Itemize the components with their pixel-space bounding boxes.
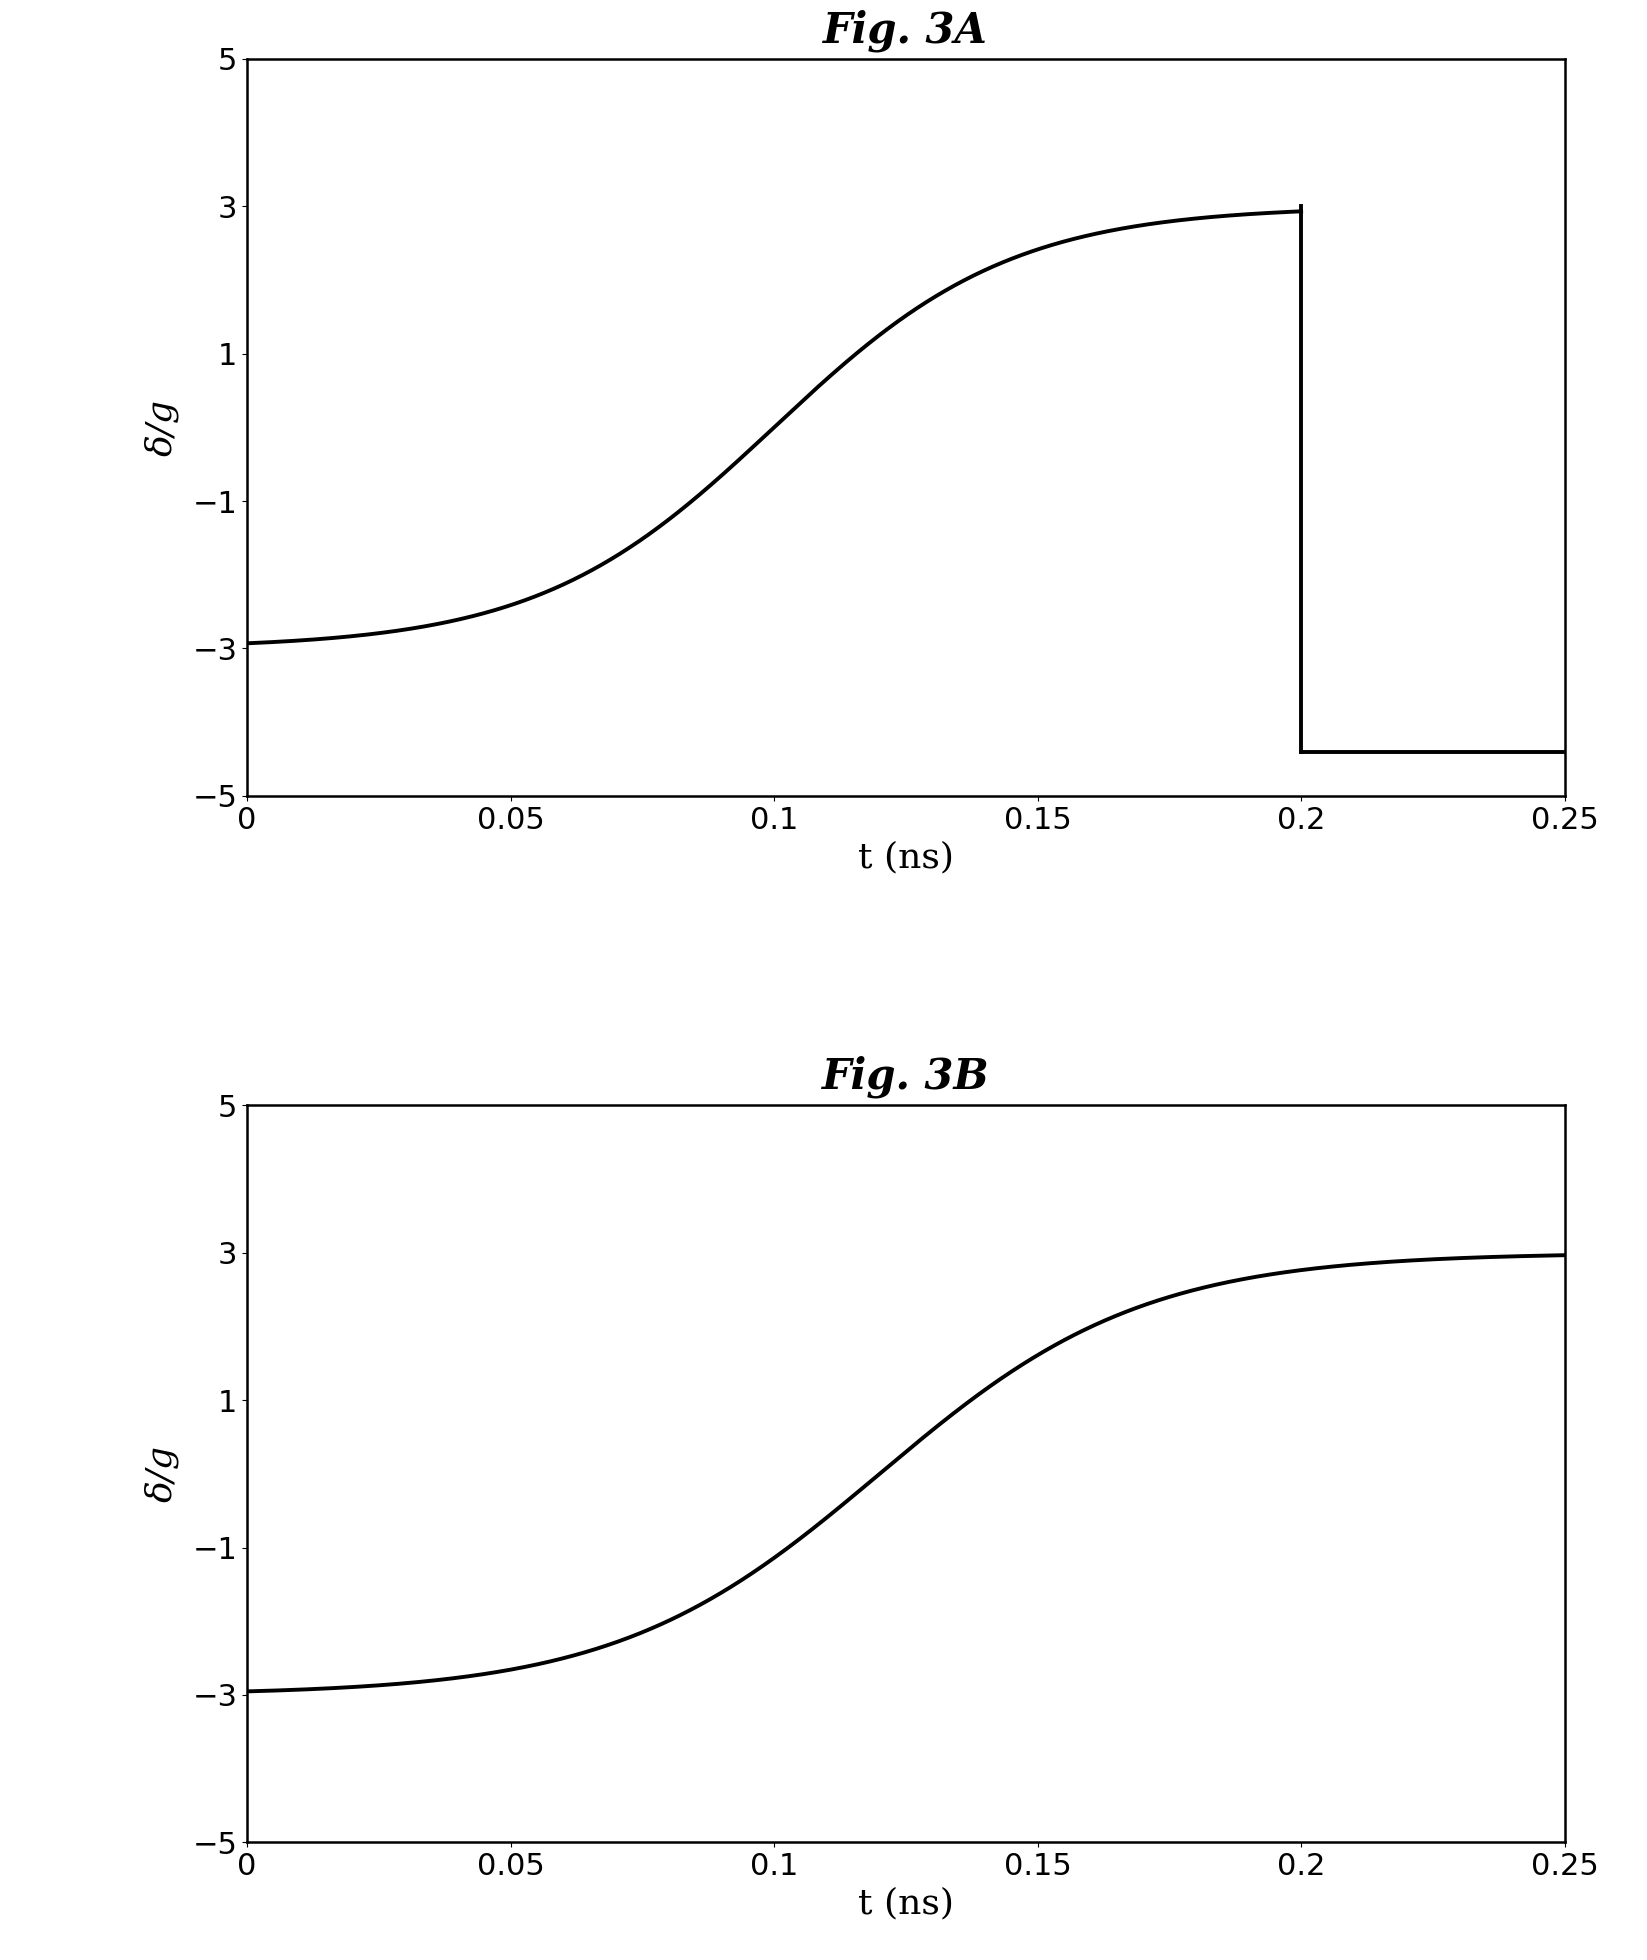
X-axis label: t (ns): t (ns) [858,841,954,874]
Title: Fig. 3B: Fig. 3B [822,1056,990,1098]
Title: Fig. 3A: Fig. 3A [824,10,988,51]
Y-axis label: δ/g: δ/g [143,1445,178,1503]
X-axis label: t (ns): t (ns) [858,1887,954,1921]
Y-axis label: δ/g: δ/g [143,398,178,457]
